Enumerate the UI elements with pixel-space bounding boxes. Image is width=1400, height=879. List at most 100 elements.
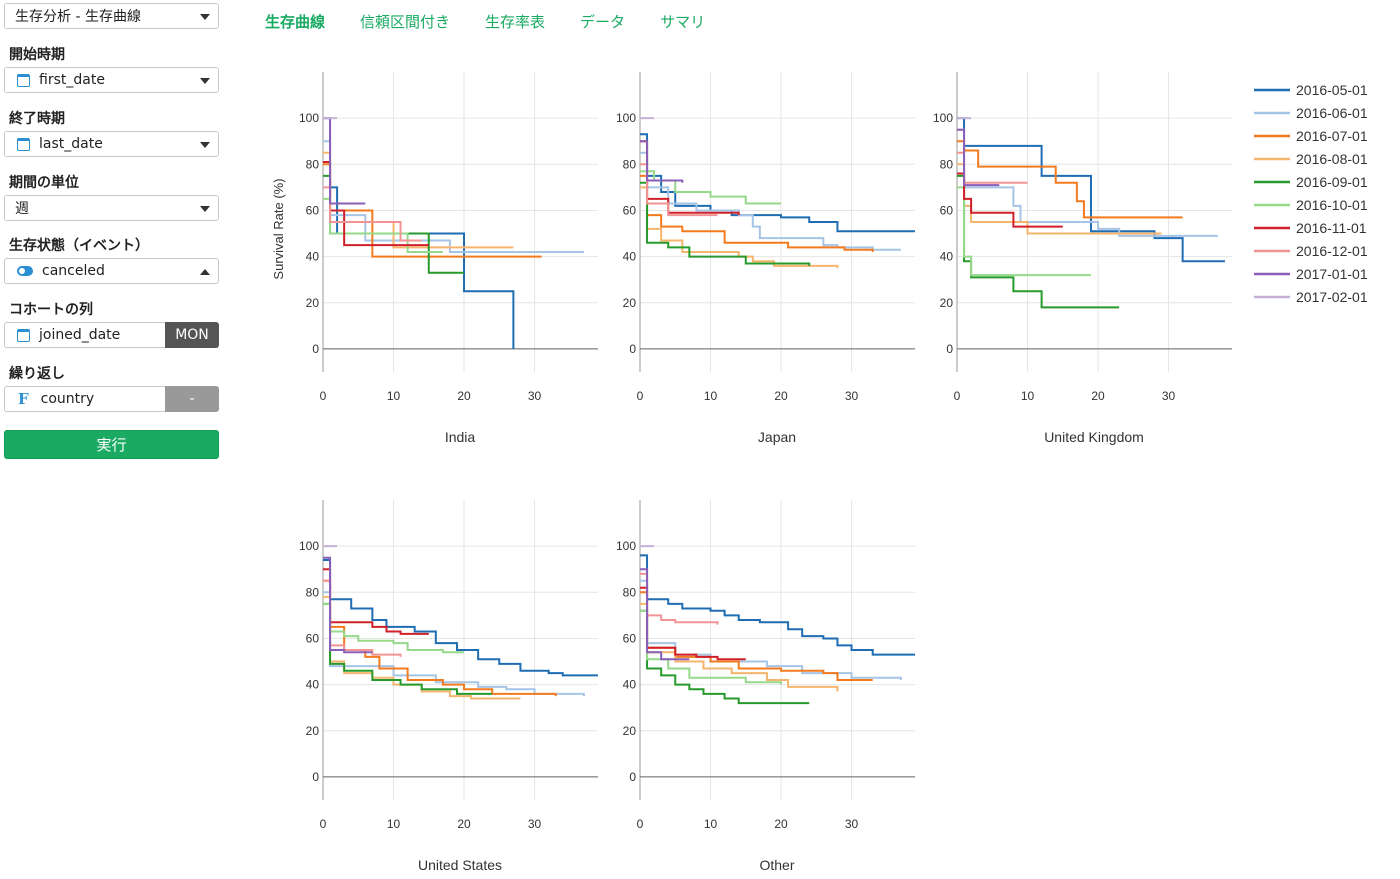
y-tick-label: 0 bbox=[312, 770, 319, 784]
event-select[interactable]: canceled bbox=[4, 258, 219, 284]
period-unit-select[interactable]: 週 bbox=[4, 195, 219, 221]
x-tick-label: 20 bbox=[774, 389, 788, 403]
y-tick-label: 20 bbox=[623, 724, 637, 738]
period-unit-label: 期間の単位 bbox=[9, 175, 79, 191]
series-line-2017-01-01 bbox=[323, 117, 366, 205]
legend-entry: 2016-12-01 bbox=[1296, 243, 1368, 259]
y-tick-label: 20 bbox=[940, 296, 954, 310]
series-line-2016-09-01 bbox=[957, 174, 1120, 309]
x-tick-label: 30 bbox=[845, 389, 859, 403]
analysis-type-value: 生存分析 - 生存曲線 bbox=[15, 9, 141, 25]
tab-survival-table[interactable]: 生存率表 bbox=[485, 13, 546, 31]
x-tick-label: 0 bbox=[954, 389, 961, 403]
y-tick-label: 40 bbox=[623, 678, 637, 692]
legend-entry: 2016-05-01 bbox=[1296, 82, 1368, 98]
tab-bar: 生存曲線 信頼区間付き 生存率表 データ サマリ bbox=[265, 11, 740, 32]
y-tick-label: 0 bbox=[629, 342, 636, 356]
chevron-down-icon bbox=[200, 14, 210, 20]
cohort-column-field: joined_date MON bbox=[4, 322, 219, 348]
y-tick-label: 0 bbox=[629, 770, 636, 784]
legend-entry: 2017-01-01 bbox=[1296, 266, 1368, 282]
y-tick-label: 60 bbox=[306, 631, 320, 645]
legend-entry: 2016-10-01 bbox=[1296, 197, 1368, 213]
y-tick-label: 40 bbox=[306, 678, 320, 692]
x-tick-label: 30 bbox=[845, 817, 859, 831]
series-line-2016-10-01 bbox=[323, 197, 443, 253]
y-tick-label: 40 bbox=[940, 250, 954, 264]
x-tick-label: 30 bbox=[1162, 389, 1176, 403]
x-tick-label: 10 bbox=[387, 817, 401, 831]
series-line-2016-09-01 bbox=[640, 181, 811, 266]
y-tick-label: 20 bbox=[306, 724, 320, 738]
cohort-column-value: joined_date bbox=[39, 327, 121, 343]
run-button[interactable]: 実行 bbox=[4, 430, 219, 459]
series-line-2016-10-01 bbox=[957, 186, 1091, 277]
calendar-icon bbox=[17, 73, 30, 87]
sidebar: 生存分析 - 生存曲線 開始時期 first_date 終了時期 last_da… bbox=[0, 0, 228, 879]
tab-confidence-interval[interactable]: 信頼区間付き bbox=[360, 13, 451, 31]
analysis-type-select[interactable]: 生存分析 - 生存曲線 bbox=[4, 3, 219, 29]
y-tick-label: 60 bbox=[940, 203, 954, 217]
y-tick-label: 80 bbox=[306, 585, 320, 599]
series-line-2016-07-01 bbox=[323, 579, 557, 697]
y-tick-label: 60 bbox=[306, 203, 320, 217]
tab-data[interactable]: データ bbox=[580, 13, 626, 31]
y-tick-label: 20 bbox=[306, 296, 320, 310]
panel-title: Other bbox=[759, 857, 794, 873]
series-line-2016-07-01 bbox=[640, 591, 873, 681]
x-tick-label: 30 bbox=[528, 817, 542, 831]
tab-summary[interactable]: サマリ bbox=[660, 13, 706, 31]
calendar-icon bbox=[17, 328, 30, 342]
y-tick-label: 100 bbox=[299, 111, 319, 125]
x-tick-label: 0 bbox=[637, 817, 644, 831]
panel-title: India bbox=[445, 429, 476, 445]
x-tick-label: 20 bbox=[457, 817, 471, 831]
x-tick-label: 0 bbox=[637, 389, 644, 403]
series-line-2016-12-01 bbox=[640, 163, 718, 217]
event-label: 生存状態（イベント） bbox=[9, 238, 149, 254]
y-tick-label: 80 bbox=[940, 157, 954, 171]
series-line-2016-06-01 bbox=[323, 140, 584, 253]
series-line-2016-07-01 bbox=[640, 174, 874, 252]
y-tick-label: 100 bbox=[299, 539, 319, 553]
series-line-2016-05-01 bbox=[640, 133, 915, 233]
x-tick-label: 10 bbox=[704, 389, 718, 403]
series-line-2017-01-01 bbox=[640, 568, 690, 661]
start-period-select[interactable]: first_date bbox=[4, 67, 219, 93]
chevron-down-icon bbox=[200, 78, 210, 84]
legend-entry: 2016-06-01 bbox=[1296, 105, 1368, 121]
y-tick-label: 40 bbox=[623, 250, 637, 264]
series-line-2016-06-01 bbox=[323, 591, 585, 697]
x-tick-label: 10 bbox=[387, 389, 401, 403]
series-line-2016-05-01 bbox=[957, 117, 1225, 263]
y-tick-label: 80 bbox=[306, 157, 320, 171]
legend-entry: 2016-07-01 bbox=[1296, 128, 1368, 144]
x-tick-label: 20 bbox=[1091, 389, 1105, 403]
series-line-2016-09-01 bbox=[640, 609, 810, 705]
cohort-column-select[interactable]: joined_date bbox=[4, 322, 165, 348]
start-period-value: first_date bbox=[39, 72, 105, 88]
legend-entry: 2016-11-01 bbox=[1296, 220, 1367, 236]
cohort-column-label: コホートの列 bbox=[9, 302, 93, 318]
y-tick-label: 80 bbox=[623, 157, 637, 171]
y-tick-label: 100 bbox=[616, 111, 636, 125]
series-line-2016-11-01 bbox=[957, 172, 1063, 228]
cohort-unit-button[interactable]: MON bbox=[165, 322, 219, 348]
repeat-remove-button[interactable]: - bbox=[165, 386, 219, 412]
legend-entry: 2017-02-01 bbox=[1296, 289, 1368, 305]
series-line-2016-11-01 bbox=[323, 568, 429, 635]
series-line-2016-06-01 bbox=[640, 151, 901, 251]
end-period-select[interactable]: last_date bbox=[4, 131, 219, 157]
repeat-field: F country - bbox=[4, 386, 219, 412]
tab-survival-curve[interactable]: 生存曲線 bbox=[265, 13, 326, 31]
toggle-icon bbox=[17, 266, 33, 276]
series-line-2016-07-01 bbox=[957, 140, 1183, 219]
repeat-select[interactable]: F country bbox=[4, 386, 165, 412]
series-line-2016-05-01 bbox=[640, 554, 915, 656]
legend-entry: 2016-09-01 bbox=[1296, 174, 1368, 190]
x-tick-label: 30 bbox=[528, 389, 542, 403]
y-tick-label: 0 bbox=[946, 342, 953, 356]
x-tick-label: 20 bbox=[457, 389, 471, 403]
series-line-2016-10-01 bbox=[640, 170, 782, 205]
